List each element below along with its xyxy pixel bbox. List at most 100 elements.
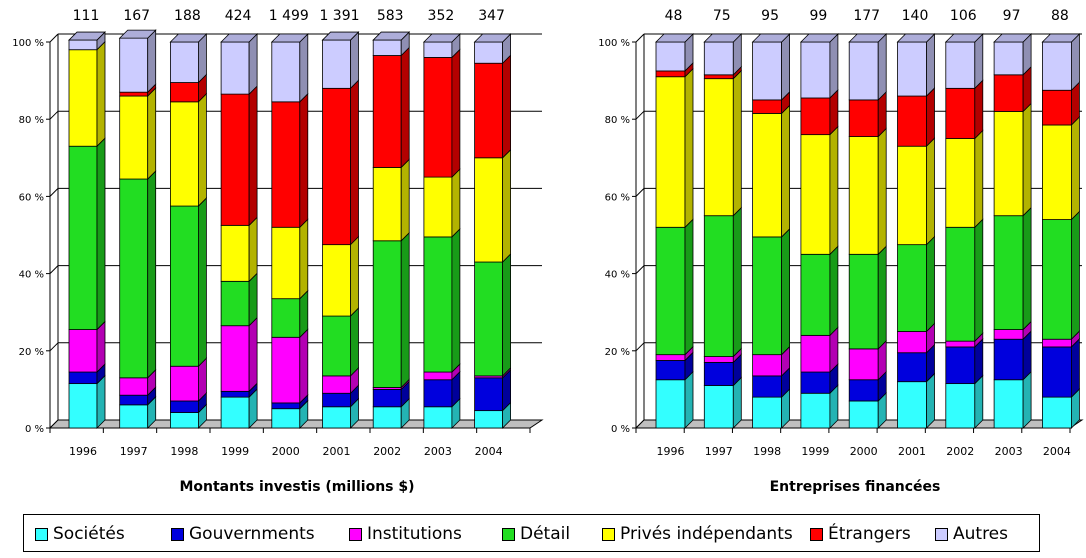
x-tick-label: 1997 [705, 445, 733, 458]
bar-segment [474, 377, 504, 412]
x-tick-label: 1999 [801, 445, 829, 458]
bar-segment [220, 41, 250, 95]
bar-segment-side [781, 227, 790, 356]
bar-segment-side [926, 33, 935, 98]
bar-segment [322, 375, 351, 394]
bar-segment-side [147, 29, 157, 94]
legend-item-autres: Autres [935, 524, 1008, 544]
bar-top [473, 33, 512, 43]
bar-segment-side [877, 245, 887, 350]
bar-segment [655, 76, 686, 228]
bar-total-label: 48 [665, 8, 683, 24]
bar-segment [474, 261, 504, 377]
bar-segment [945, 226, 976, 342]
bar-total-label: 1 499 [269, 8, 309, 24]
bar-segment-side [299, 33, 309, 103]
bar-segment [322, 392, 351, 408]
gridline-connector [635, 342, 645, 352]
x-tick-label: 1997 [120, 445, 148, 458]
x-tick-label: 2002 [373, 445, 401, 458]
legend-swatch-gouvernments [171, 527, 184, 541]
bar-segment [703, 41, 734, 76]
bar-segment [800, 134, 831, 255]
bar-segment-side [197, 197, 207, 368]
bar-segment [848, 400, 879, 429]
bar-segment [655, 360, 686, 381]
bar-segment [848, 253, 879, 350]
bar-segment [68, 371, 98, 385]
bar-segment [271, 336, 301, 404]
bar-segment-side [781, 33, 790, 101]
gridline-connector [49, 265, 59, 274]
bar-segment-side [248, 33, 258, 96]
gridline-connector [49, 342, 59, 352]
bar-segment-side [96, 320, 106, 373]
bar-segment [703, 361, 734, 386]
bar-segment [993, 379, 1024, 429]
bar-segment [68, 39, 98, 51]
chart-title: Entreprises financées [770, 479, 941, 495]
chart-2: 0 % 20 % 40 % 60 % 80 % 100 % 48 1996 75 1997 95 19… [598, 8, 1084, 495]
bar-segment [897, 381, 927, 429]
bar-segment-side [732, 69, 742, 217]
legend-item-institutions: Institutions [349, 524, 462, 544]
bar-total-label: 97 [1003, 8, 1021, 24]
bar-segment [1042, 346, 1072, 398]
bar-total-label: 424 [225, 8, 252, 24]
bar-top [68, 31, 106, 41]
y-tick-label: 100 % [12, 38, 44, 49]
bar-top [422, 33, 461, 43]
legend-item-gouvernments: Gouvernments [171, 524, 315, 544]
bar-segment [1042, 396, 1072, 429]
bar-segment [752, 396, 782, 429]
bar-segment [993, 74, 1024, 112]
chart-1: 0 % 20 % 40 % 60 % 80 % 100 % 111 1996 167 1997 18… [12, 8, 544, 495]
legend-swatch-societes [35, 527, 48, 541]
bar-segment [423, 406, 453, 429]
bar-segment [119, 178, 149, 379]
x-tick-label: 2001 [898, 445, 926, 458]
bar-segment [322, 244, 351, 317]
bar-segment-side [96, 374, 106, 429]
bar-segment [68, 329, 98, 373]
bar-segment [474, 62, 504, 159]
bar-segment [897, 244, 927, 332]
bar-segment [271, 298, 301, 338]
bar-total-label: 95 [761, 8, 779, 24]
bar-segment [372, 55, 402, 168]
bar-segment [271, 408, 301, 429]
bar-segment [220, 280, 250, 327]
bar-segment-side [974, 374, 984, 429]
legend-label-societes: Sociétés [53, 524, 125, 544]
bar-segment [897, 331, 927, 354]
bar-segment [220, 390, 250, 398]
bar-top [372, 31, 411, 41]
bar-segment [897, 41, 927, 97]
bar-segment [68, 383, 98, 429]
bar-segment [752, 375, 782, 398]
x-tick-label: 2001 [323, 445, 351, 458]
bar-segment [800, 392, 831, 429]
bar-top [169, 33, 208, 43]
bar-segment [372, 388, 402, 408]
x-tick-label: 2003 [995, 445, 1023, 458]
bar-segment-side [350, 307, 359, 377]
bar-segment [945, 340, 976, 348]
bar-segment [68, 145, 98, 330]
bar-segment [1042, 219, 1072, 340]
bar-segment-side [684, 67, 694, 229]
bar-total-label: 583 [377, 8, 404, 24]
bar-segment-side [400, 231, 410, 389]
bar-segment [703, 385, 734, 429]
bar-segment [169, 41, 199, 83]
bar-segment-side [299, 218, 309, 300]
bar-segment [169, 365, 199, 402]
bar-segment [322, 87, 351, 246]
bar-top [703, 33, 743, 43]
bar-top [118, 29, 157, 39]
bar-segment-side [400, 46, 410, 169]
bar-segment [848, 348, 879, 381]
bar-top [1041, 33, 1081, 43]
bar-segment [271, 41, 301, 103]
